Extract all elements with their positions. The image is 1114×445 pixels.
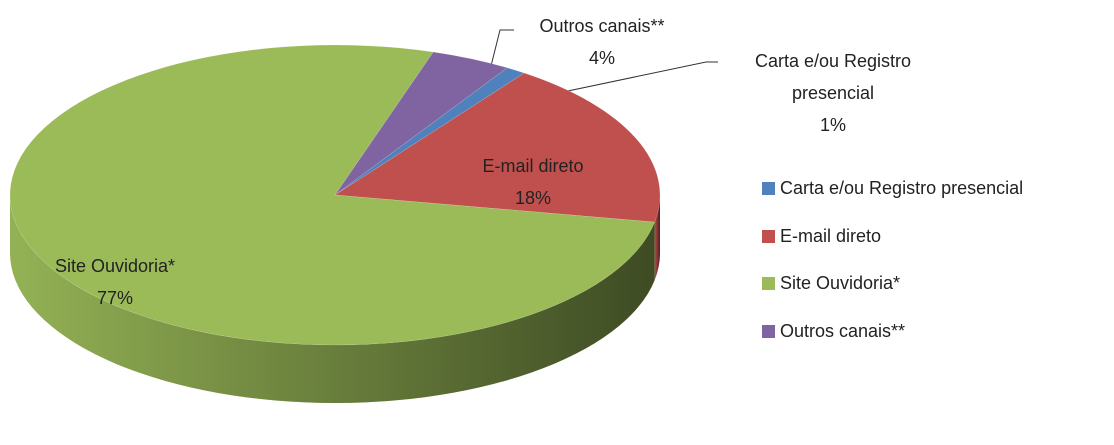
side-shade (10, 195, 655, 403)
data-label: E-mail direto 18% (478, 150, 588, 214)
legend-label: E-mail direto (780, 225, 882, 246)
legend-swatch (762, 229, 775, 243)
legend-swatch (762, 324, 775, 338)
side-shade (654, 195, 660, 281)
data-label-name: E-mail direto (482, 156, 584, 176)
legend-item: E-mail direto (762, 225, 881, 247)
leader-line (524, 61, 718, 101)
slice (334, 51, 508, 196)
data-label-value: 4% (588, 48, 615, 68)
legend-item: Site Ouvidoria* (762, 272, 900, 294)
data-label: Site Ouvidoria* 77% (40, 250, 190, 314)
legend-label: Carta e/ou Registro presencial (780, 178, 1024, 198)
data-label-value: 77% (96, 288, 134, 308)
legend-label: Site Ouvidoria* (780, 273, 901, 293)
data-label-value: 18% (514, 188, 552, 208)
legend-item: Carta e/ou Registro presencial (762, 177, 1023, 199)
slice (334, 67, 525, 196)
legend-swatch (762, 182, 775, 195)
legend-label: Outros canais** (780, 320, 906, 341)
data-label: Carta e/ou Registro presencial 1% (748, 45, 918, 141)
slice (9, 44, 656, 346)
data-label-name: Carta e/ou Registro presencial (754, 51, 912, 103)
slice (334, 72, 661, 223)
legend-swatch (762, 277, 775, 290)
data-label-name: Site Ouvidoria* (54, 256, 176, 276)
data-label-name: Outros canais** (539, 16, 665, 36)
legend-item: Outros canais** (762, 320, 905, 342)
data-label-value: 1% (819, 115, 846, 135)
data-label: Outros canais** 4% (512, 10, 692, 74)
